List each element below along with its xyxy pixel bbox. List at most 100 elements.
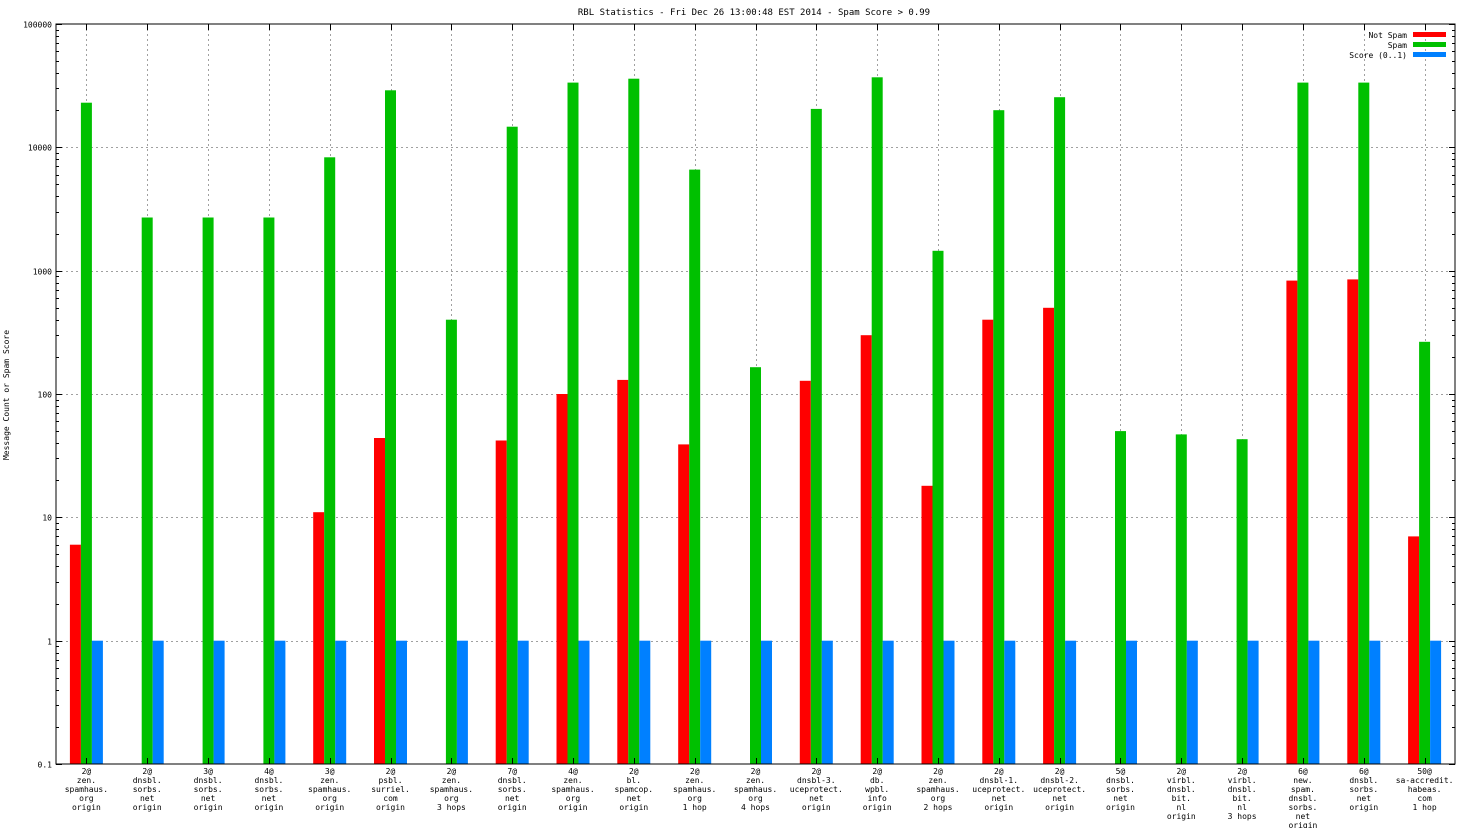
bar-spam — [1358, 82, 1370, 765]
bar-not-spam — [1408, 536, 1420, 764]
x-tick-label: 3 hops — [1228, 812, 1257, 821]
x-tick-label: net — [505, 794, 520, 803]
bar-spam — [445, 319, 457, 764]
x-tick-label: dnsbl. — [1349, 776, 1378, 785]
x-tick-label: 4 hops — [741, 803, 770, 812]
y-tick-label: 100 — [38, 391, 53, 400]
bar-score-0-1 — [578, 640, 590, 764]
x-tick-label: org — [322, 794, 337, 803]
x-tick-label: 2@ — [811, 767, 821, 776]
x-tick-label: origin — [984, 803, 1013, 812]
bar-layer — [69, 77, 1442, 765]
bar-score-0-1 — [821, 640, 833, 764]
x-tick-label: org — [687, 794, 702, 803]
x-tick-label: 3@ — [325, 767, 335, 776]
x-tick-label: dnsbl. — [194, 776, 223, 785]
x-tick-label: bit. — [1232, 794, 1251, 803]
x-tick-label: 2@ — [142, 767, 152, 776]
x-tick-label: bit. — [1172, 794, 1191, 803]
x-tick-label: origin — [254, 803, 283, 812]
x-tick-label: org — [444, 794, 459, 803]
x-tick-label: zen. — [928, 776, 947, 785]
x-tick-label: net — [262, 794, 277, 803]
x-tick-label: 3 hops — [437, 803, 466, 812]
x-tick-label: sa-accredit. — [1396, 776, 1454, 785]
y-tick-label: 1000 — [33, 268, 52, 277]
y-tick-label: 0.1 — [38, 761, 53, 770]
bar-score-0-1 — [639, 640, 651, 764]
x-tick-label: zen. — [320, 776, 339, 785]
bar-spam — [993, 110, 1005, 764]
bar-score-0-1 — [761, 640, 772, 764]
x-tick-label: spamhaus. — [673, 785, 716, 794]
legend-swatch — [1413, 42, 1446, 47]
bar-score-0-1 — [943, 640, 955, 764]
bar-spam — [1419, 341, 1431, 764]
bar-spam — [202, 217, 214, 764]
bar-not-spam — [313, 512, 325, 764]
bar-not-spam — [860, 335, 872, 764]
x-tick-label: dnsbl-2. — [1040, 776, 1079, 785]
legend-label: Score (0..1) — [1349, 51, 1407, 60]
x-tick-label: dnsbl. — [254, 776, 283, 785]
x-tick-label: spamcop. — [615, 785, 654, 794]
x-tick-label: net — [627, 794, 642, 803]
x-tick-label: zen. — [746, 776, 765, 785]
x-tick-label: new. — [1293, 776, 1312, 785]
x-tick-label: 5@ — [1116, 767, 1126, 776]
x-tick-label: wpbl. — [865, 785, 889, 794]
bar-spam — [1115, 431, 1126, 764]
x-tick-label: origin — [802, 803, 831, 812]
x-tick-label: psbl. — [378, 776, 402, 785]
x-tick-label: 2@ — [933, 767, 943, 776]
x-tick-label: spamhaus. — [308, 785, 351, 794]
x-tick-label: sorbs. — [133, 785, 162, 794]
x-tick-label: origin — [315, 803, 344, 812]
bar-not-spam — [678, 444, 690, 764]
x-tick-label: origin — [133, 803, 162, 812]
x-tick-label: sorbs. — [1349, 785, 1378, 794]
bar-score-0-1 — [396, 640, 407, 764]
x-tick-label: 2@ — [386, 767, 396, 776]
x-tick-label: 6@ — [1298, 767, 1308, 776]
x-tick-label: 4@ — [568, 767, 578, 776]
bar-score-0-1 — [213, 640, 225, 764]
x-tick-label: surriel. — [371, 785, 410, 794]
x-tick-label: db. — [870, 776, 884, 785]
x-tick-label: origin — [1045, 803, 1074, 812]
x-tick-label: sorbs. — [254, 785, 283, 794]
bar-spam — [871, 77, 883, 765]
x-tick-label: zen. — [685, 776, 704, 785]
x-tick-label: spamhaus. — [551, 785, 594, 794]
x-tick-label: 2@ — [629, 767, 639, 776]
legend-swatch — [1413, 32, 1446, 37]
x-tick-label: org — [748, 794, 763, 803]
x-tick-label: uceprotect. — [790, 785, 843, 794]
bar-spam — [750, 367, 761, 764]
x-tick-label: 7@ — [507, 767, 517, 776]
bar-spam — [1054, 97, 1066, 764]
bar-spam — [1236, 439, 1248, 764]
x-tick-label: 2@ — [872, 767, 882, 776]
bar-score-0-1 — [700, 640, 712, 764]
x-tick-label: dnsbl. — [498, 776, 527, 785]
x-tick-label: 1 hop — [683, 803, 707, 812]
bar-score-0-1 — [517, 640, 529, 764]
x-tick-label: origin — [1167, 812, 1196, 821]
x-tick-label: origin — [1349, 803, 1378, 812]
x-tick-label: org — [931, 794, 946, 803]
x-tick-label: dnsbl. — [1167, 785, 1196, 794]
x-tick-label: virbl. — [1167, 776, 1196, 785]
x-tick-label: origin — [498, 803, 527, 812]
x-tick-label: origin — [863, 803, 892, 812]
x-tick-label: dnsbl. — [1288, 794, 1317, 803]
x-tick-label: sorbs. — [194, 785, 223, 794]
x-tick-label: dnsbl. — [1228, 785, 1257, 794]
bar-score-0-1 — [456, 640, 468, 764]
x-tick-label: com — [1417, 794, 1432, 803]
x-tick-label: sorbs. — [498, 785, 527, 794]
x-tick-label: 2@ — [1176, 767, 1186, 776]
bar-not-spam — [1286, 280, 1298, 764]
bar-not-spam — [556, 394, 568, 764]
bar-score-0-1 — [1308, 640, 1320, 764]
